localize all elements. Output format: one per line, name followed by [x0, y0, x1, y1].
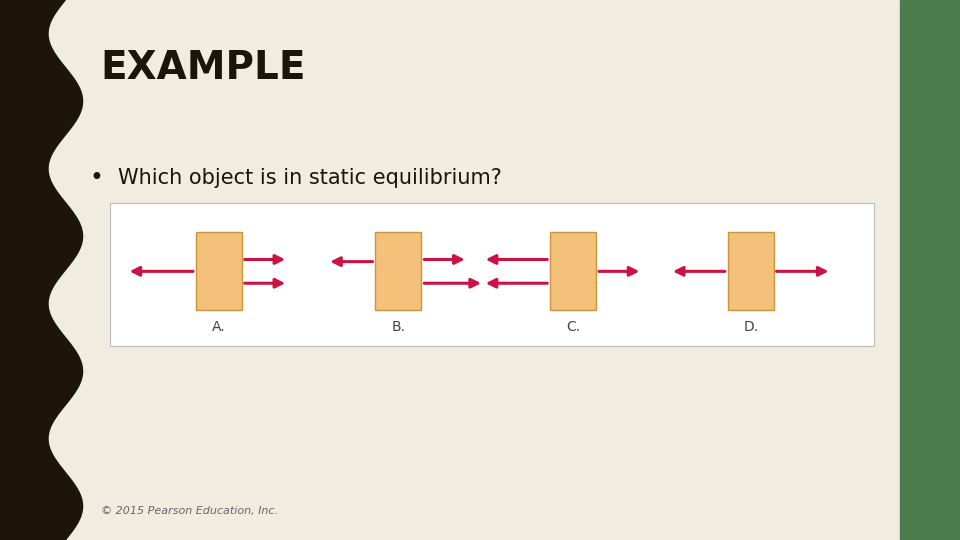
Text: C.: C.	[566, 320, 580, 334]
Text: A.: A.	[212, 320, 226, 334]
Bar	[550, 232, 596, 310]
Text: •: •	[89, 166, 103, 190]
Polygon shape	[0, 0, 83, 540]
Text: EXAMPLE: EXAMPLE	[101, 49, 306, 86]
Text: B.: B.	[392, 320, 405, 334]
Bar	[110, 202, 874, 346]
Bar	[196, 232, 242, 310]
Text: Which object is in static equilibrium?: Which object is in static equilibrium?	[118, 168, 502, 188]
Text: D.: D.	[743, 320, 758, 334]
Text: © 2015 Pearson Education, Inc.: © 2015 Pearson Education, Inc.	[101, 505, 277, 516]
Polygon shape	[900, 0, 960, 540]
Bar	[728, 232, 774, 310]
Bar	[375, 232, 421, 310]
